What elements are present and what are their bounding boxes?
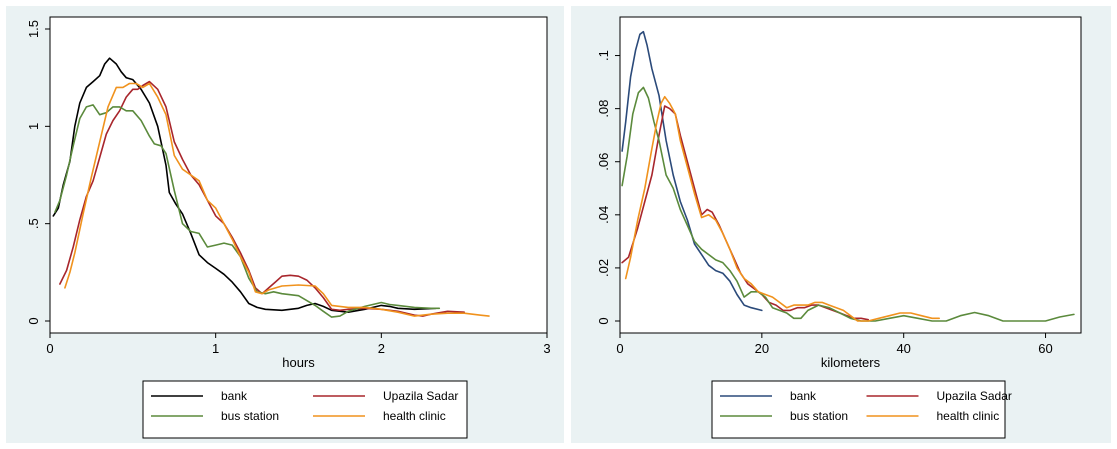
series-line-health-clinic bbox=[624, 95, 940, 322]
legend-label: bank bbox=[790, 389, 817, 403]
legend-label: health clinic bbox=[383, 409, 446, 423]
plot-area bbox=[49, 16, 548, 334]
y-tick-label: .1 bbox=[596, 50, 611, 61]
x-tick-label: 40 bbox=[896, 341, 910, 356]
x-tick-label: 60 bbox=[1038, 341, 1052, 356]
chart-panel-1: 0 1 2 3 0 .5 1 1.5 hours bank Upazila Sadar bus sta… bbox=[6, 6, 564, 443]
x-tick-label: 2 bbox=[378, 341, 385, 356]
legend-label: bank bbox=[221, 389, 248, 403]
y-tick-label: .06 bbox=[596, 153, 611, 171]
x-tick-label: 1 bbox=[212, 341, 219, 356]
y-tick-label: .02 bbox=[596, 259, 611, 277]
legend-label: bus station bbox=[790, 409, 848, 423]
series-line-health-clinic bbox=[64, 82, 490, 317]
series-line-bus-station bbox=[54, 104, 441, 318]
x-axis-title: hours bbox=[282, 355, 315, 370]
chart-panel-2: 0 20 40 60 0 .02 .04 .06 .08 .1 kilometers bank Upaz… bbox=[571, 6, 1111, 443]
x-tick-label: 0 bbox=[616, 341, 623, 356]
legend-box bbox=[711, 380, 1006, 439]
plot-area bbox=[619, 16, 1082, 334]
series-line-bus-station bbox=[621, 86, 1075, 322]
y-tick-label: .04 bbox=[596, 206, 611, 224]
legend-label: Upazila Sadar bbox=[383, 389, 458, 403]
x-tick-label: 3 bbox=[543, 341, 550, 356]
legend-label: Upazila Sadar bbox=[937, 389, 1012, 403]
legend: bank Upazila Sadar bus station health clini… bbox=[711, 380, 1012, 439]
x-tick-label: 20 bbox=[755, 341, 769, 356]
legend: bank Upazila Sadar bus station health clini… bbox=[142, 380, 468, 439]
series-line-bank bbox=[52, 57, 437, 313]
y-tick-label: 0 bbox=[596, 317, 611, 324]
series-line-bank bbox=[621, 30, 763, 312]
legend-label: health clinic bbox=[937, 409, 1000, 423]
y-tick-label: .08 bbox=[596, 100, 611, 118]
y-tick-label: 1.5 bbox=[26, 20, 41, 38]
y-tick-label: 0 bbox=[26, 317, 41, 324]
y-tick-label: 1 bbox=[26, 123, 41, 130]
x-axis-title: kilometers bbox=[821, 355, 881, 370]
y-tick-label: .5 bbox=[26, 218, 41, 229]
legend-box bbox=[142, 380, 468, 439]
x-tick-label: 0 bbox=[46, 341, 53, 356]
legend-label: bus station bbox=[221, 409, 279, 423]
